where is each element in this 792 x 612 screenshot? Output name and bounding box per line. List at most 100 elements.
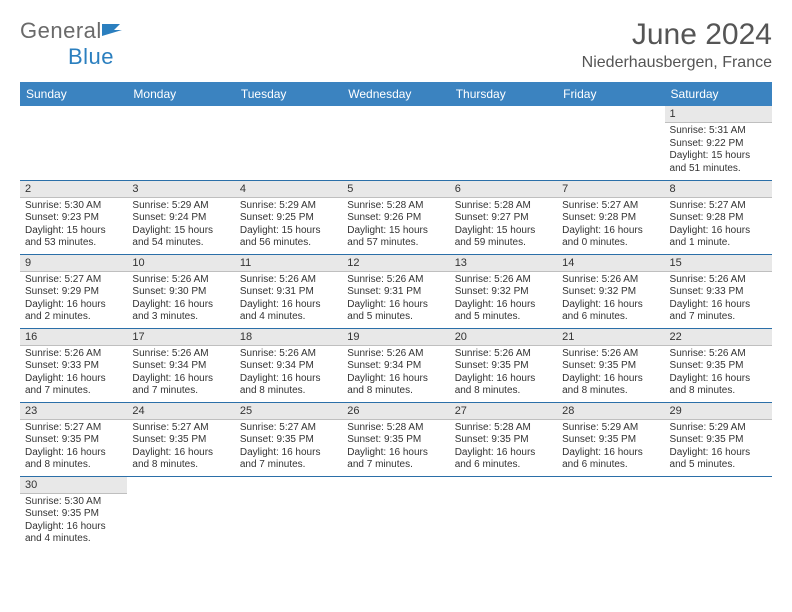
day-line: and 8 minutes. [132,459,229,472]
day-number: 4 [235,181,342,198]
calendar-week: 9Sunrise: 5:27 AMSunset: 9:29 PMDaylight… [20,254,772,328]
day-line: and 7 minutes. [347,459,444,472]
calendar-day: 15Sunrise: 5:26 AMSunset: 9:33 PMDayligh… [665,254,772,328]
calendar-day: 18Sunrise: 5:26 AMSunset: 9:34 PMDayligh… [235,328,342,402]
day-number: 9 [20,255,127,272]
day-line: Daylight: 16 hours [132,299,229,312]
day-line: Sunrise: 5:27 AM [562,200,659,213]
day-line: Daylight: 16 hours [562,225,659,238]
day-line: Sunrise: 5:29 AM [670,422,767,435]
day-details: Sunrise: 5:28 AMSunset: 9:27 PMDaylight:… [450,198,557,254]
calendar-day: 22Sunrise: 5:26 AMSunset: 9:35 PMDayligh… [665,328,772,402]
calendar-day: 21Sunrise: 5:26 AMSunset: 9:35 PMDayligh… [557,328,664,402]
calendar-empty [342,106,449,180]
day-number: 12 [342,255,449,272]
day-number: 10 [127,255,234,272]
brand-part2: Blue [68,44,114,69]
calendar-header: SundayMondayTuesdayWednesdayThursdayFrid… [20,82,772,106]
day-line: and 1 minute. [670,237,767,250]
day-line: and 7 minutes. [670,311,767,324]
calendar-body: 1Sunrise: 5:31 AMSunset: 9:22 PMDaylight… [20,106,772,550]
day-line: Sunrise: 5:29 AM [240,200,337,213]
day-details: Sunrise: 5:26 AMSunset: 9:30 PMDaylight:… [127,272,234,328]
calendar-empty [450,476,557,550]
day-line: and 56 minutes. [240,237,337,250]
day-line: Sunrise: 5:29 AM [132,200,229,213]
day-line: Sunset: 9:34 PM [132,360,229,373]
day-line: and 2 minutes. [25,311,122,324]
day-line: Sunrise: 5:26 AM [670,348,767,361]
day-details: Sunrise: 5:26 AMSunset: 9:34 PMDaylight:… [235,346,342,402]
day-line: Sunset: 9:23 PM [25,212,122,225]
day-line: Sunrise: 5:27 AM [670,200,767,213]
day-number: 23 [20,403,127,420]
calendar-day: 20Sunrise: 5:26 AMSunset: 9:35 PMDayligh… [450,328,557,402]
calendar-empty [127,476,234,550]
day-details: Sunrise: 5:26 AMSunset: 9:31 PMDaylight:… [342,272,449,328]
weekday-header: Sunday [20,82,127,106]
day-number: 14 [557,255,664,272]
day-details: Sunrise: 5:27 AMSunset: 9:35 PMDaylight:… [127,420,234,476]
calendar-week: 1Sunrise: 5:31 AMSunset: 9:22 PMDaylight… [20,106,772,180]
day-line: Sunset: 9:35 PM [25,508,122,521]
day-line: and 0 minutes. [562,237,659,250]
day-line: and 4 minutes. [240,311,337,324]
day-line: Sunrise: 5:30 AM [25,200,122,213]
day-line: Sunset: 9:22 PM [670,138,767,151]
day-details: Sunrise: 5:29 AMSunset: 9:24 PMDaylight:… [127,198,234,254]
day-line: Sunset: 9:35 PM [25,434,122,447]
day-line: and 7 minutes. [132,385,229,398]
brand-logo: GeneralBlue [20,18,124,70]
day-line: Daylight: 15 hours [25,225,122,238]
day-line: Sunset: 9:35 PM [670,360,767,373]
day-line: Sunset: 9:27 PM [455,212,552,225]
day-line: Daylight: 16 hours [25,299,122,312]
day-number: 28 [557,403,664,420]
day-line: Sunset: 9:26 PM [347,212,444,225]
day-details: Sunrise: 5:31 AMSunset: 9:22 PMDaylight:… [665,123,772,179]
day-line: Sunset: 9:32 PM [455,286,552,299]
day-line: and 6 minutes. [455,459,552,472]
day-line: Sunrise: 5:26 AM [670,274,767,287]
day-line: Sunrise: 5:27 AM [132,422,229,435]
day-line: Sunset: 9:35 PM [132,434,229,447]
day-line: Daylight: 16 hours [240,299,337,312]
day-line: and 8 minutes. [240,385,337,398]
calendar-day: 24Sunrise: 5:27 AMSunset: 9:35 PMDayligh… [127,402,234,476]
day-line: Sunrise: 5:26 AM [132,348,229,361]
day-number: 7 [557,181,664,198]
calendar-day: 29Sunrise: 5:29 AMSunset: 9:35 PMDayligh… [665,402,772,476]
day-number: 18 [235,329,342,346]
day-line: and 57 minutes. [347,237,444,250]
day-line: Sunset: 9:35 PM [562,434,659,447]
day-line: and 5 minutes. [347,311,444,324]
weekday-header: Friday [557,82,664,106]
calendar-day: 30Sunrise: 5:30 AMSunset: 9:35 PMDayligh… [20,476,127,550]
day-line: and 51 minutes. [670,163,767,176]
calendar-empty [450,106,557,180]
calendar-empty [342,476,449,550]
calendar-week: 2Sunrise: 5:30 AMSunset: 9:23 PMDaylight… [20,180,772,254]
day-line: Daylight: 16 hours [25,373,122,386]
day-number: 20 [450,329,557,346]
day-details: Sunrise: 5:26 AMSunset: 9:33 PMDaylight:… [20,346,127,402]
day-line: Sunrise: 5:27 AM [25,422,122,435]
day-line: Sunset: 9:35 PM [455,360,552,373]
title-block: June 2024 Niederhausbergen, France [582,18,772,72]
day-line: Daylight: 16 hours [455,447,552,460]
day-number: 2 [20,181,127,198]
calendar-day: 10Sunrise: 5:26 AMSunset: 9:30 PMDayligh… [127,254,234,328]
day-line: Sunset: 9:35 PM [670,434,767,447]
day-number: 22 [665,329,772,346]
day-line: and 8 minutes. [455,385,552,398]
day-line: Daylight: 16 hours [562,373,659,386]
day-line: Sunset: 9:28 PM [670,212,767,225]
day-details: Sunrise: 5:26 AMSunset: 9:31 PMDaylight:… [235,272,342,328]
day-line: Daylight: 15 hours [132,225,229,238]
day-line: Sunrise: 5:26 AM [240,348,337,361]
day-details: Sunrise: 5:26 AMSunset: 9:35 PMDaylight:… [450,346,557,402]
day-line: Sunrise: 5:26 AM [132,274,229,287]
day-line: Sunrise: 5:27 AM [25,274,122,287]
day-line: Sunrise: 5:26 AM [455,348,552,361]
day-line: Daylight: 16 hours [347,447,444,460]
